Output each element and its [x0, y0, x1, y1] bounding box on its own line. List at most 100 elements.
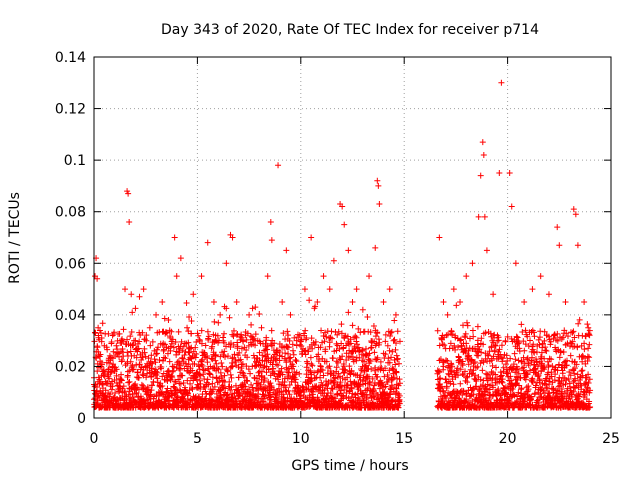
data-point [121, 389, 128, 396]
data-point [349, 348, 356, 355]
data-point [436, 368, 443, 375]
data-point [323, 358, 330, 365]
data-point [348, 367, 355, 374]
data-point [370, 323, 377, 330]
data-point [229, 363, 236, 370]
data-point [208, 355, 215, 362]
data-point [122, 286, 129, 293]
data-point [267, 380, 274, 387]
data-point [162, 355, 169, 362]
data-point [463, 396, 470, 403]
data-point [125, 379, 132, 386]
data-point [167, 343, 174, 350]
data-point [172, 339, 179, 346]
data-point [341, 221, 348, 228]
data-point [338, 321, 345, 328]
data-point [376, 200, 383, 207]
data-point [214, 332, 221, 339]
data-point [148, 352, 155, 359]
data-point [496, 170, 503, 177]
data-point [296, 370, 303, 377]
data-point [451, 342, 458, 349]
y-tick-label: 0.02 [55, 359, 86, 375]
data-point [105, 330, 112, 337]
data-point [508, 203, 515, 210]
data-point [367, 345, 374, 352]
data-point [309, 362, 316, 369]
y-tick-label: 0.1 [64, 153, 86, 169]
data-point [258, 373, 265, 380]
data-point [162, 328, 169, 335]
data-point [359, 306, 366, 313]
data-point [386, 347, 393, 354]
data-point [475, 213, 482, 220]
data-point [378, 380, 385, 387]
data-point [372, 333, 379, 340]
data-point [220, 384, 227, 391]
data-point [443, 357, 450, 364]
data-point [315, 351, 322, 358]
data-point [395, 360, 402, 367]
data-point [197, 380, 204, 387]
data-point [574, 242, 581, 249]
data-point [480, 151, 487, 158]
data-point [581, 298, 588, 305]
data-point [104, 346, 111, 353]
data-point [106, 375, 113, 382]
data-point [392, 346, 399, 353]
data-point [338, 383, 345, 390]
data-point [187, 345, 194, 352]
data-point [261, 375, 268, 382]
data-point [460, 372, 467, 379]
data-point [230, 327, 237, 334]
data-point [209, 380, 216, 387]
chart-title: Day 343 of 2020, Rate Of TEC Index for r… [161, 22, 539, 38]
data-point [270, 365, 277, 372]
data-point [204, 359, 211, 366]
data-point [396, 400, 403, 407]
data-point [382, 338, 389, 345]
data-point [365, 373, 372, 380]
data-point [359, 346, 366, 353]
data-point [328, 328, 335, 335]
data-point [301, 286, 308, 293]
data-point [147, 342, 154, 349]
data-point [177, 366, 184, 373]
data-point [457, 380, 464, 387]
data-point [228, 384, 235, 391]
data-point [259, 368, 266, 375]
data-point [132, 305, 139, 312]
data-point [384, 371, 391, 378]
data-point [444, 311, 451, 318]
data-point [519, 328, 526, 335]
data-point [347, 378, 354, 385]
data-point [126, 378, 133, 385]
data-point [198, 273, 205, 280]
data-point [212, 351, 219, 358]
data-point [215, 366, 222, 373]
x-tick-label: 10 [292, 431, 310, 447]
data-point [143, 337, 150, 344]
data-point [143, 332, 150, 339]
data-point [243, 346, 250, 353]
data-point [364, 313, 371, 320]
plot-border [93, 56, 612, 419]
data-point [374, 329, 381, 336]
data-point [158, 364, 165, 371]
data-point [303, 335, 310, 342]
data-point [205, 381, 212, 388]
data-point [443, 383, 450, 390]
data-point [389, 397, 396, 404]
data-point [179, 347, 186, 354]
data-point [94, 368, 101, 375]
data-point [391, 336, 398, 343]
data-point [490, 291, 497, 298]
data-point [190, 291, 197, 298]
data-point [292, 376, 299, 383]
data-point [134, 348, 141, 355]
data-point [186, 314, 193, 321]
data-point [327, 334, 334, 341]
data-point [255, 395, 262, 402]
data-point [478, 349, 485, 356]
data-point [536, 334, 543, 341]
